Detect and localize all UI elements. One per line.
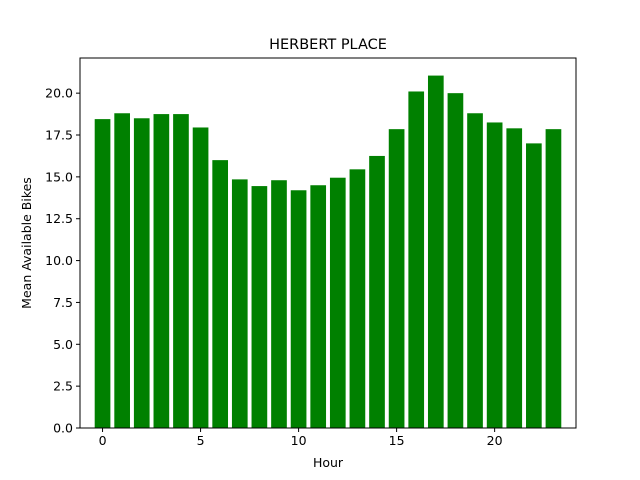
bar-hour-8 (251, 186, 268, 428)
y-axis-ticks: 0.0 2.5 5.0 7.5 10.0 12.5 15.0 17.5 20.0 (45, 86, 80, 436)
bar-hour-20 (486, 122, 503, 429)
y-tick-label: 15.0 (45, 169, 73, 184)
bar-hour-3 (153, 114, 170, 428)
bar-hour-13 (349, 169, 366, 428)
bar-hour-4 (173, 114, 189, 428)
chart-title: HERBERT PLACE (269, 37, 387, 53)
x-tick-label: 10 (291, 433, 307, 448)
bar-hour-17 (427, 75, 444, 428)
bars-group (94, 75, 562, 429)
bar-hour-11 (310, 185, 327, 428)
bar-hour-14 (369, 155, 385, 428)
y-axis-label: Mean Available Bikes (19, 177, 34, 309)
x-axis-label: Hour (313, 455, 344, 470)
bar-hour-9 (271, 180, 287, 428)
y-tick-label: 12.5 (45, 211, 73, 226)
x-axis-ticks: 0 5 10 15 20 (99, 428, 503, 448)
y-tick-label: 20.0 (45, 86, 73, 101)
bar-hour-6 (212, 160, 229, 428)
bar-hour-23 (545, 129, 562, 428)
bar-hour-12 (329, 177, 346, 428)
y-tick-label: 0.0 (53, 421, 73, 436)
y-tick-label: 5.0 (53, 337, 73, 352)
x-tick-label: 5 (197, 433, 205, 448)
bar-hour-10 (290, 190, 307, 428)
y-tick-label: 2.5 (53, 379, 73, 394)
bar-hour-21 (506, 128, 523, 428)
x-tick-label: 0 (99, 433, 107, 448)
x-tick-label: 15 (389, 433, 405, 448)
x-tick-label: 20 (487, 433, 503, 448)
bar-hour-18 (447, 93, 464, 428)
bar-hour-16 (408, 91, 425, 428)
bar-hour-19 (467, 113, 483, 428)
bar-hour-1 (114, 113, 130, 428)
y-tick-label: 10.0 (45, 253, 73, 268)
y-tick-label: 7.5 (53, 295, 73, 310)
bar-hour-5 (192, 127, 209, 428)
bar-hour-2 (133, 118, 150, 429)
bar-hour-7 (231, 179, 248, 428)
plot-frame (79, 57, 577, 429)
bar-hour-22 (526, 143, 542, 428)
y-tick-label: 17.5 (45, 128, 73, 143)
bar-hour-0 (94, 119, 111, 429)
bar-hour-15 (388, 129, 405, 428)
